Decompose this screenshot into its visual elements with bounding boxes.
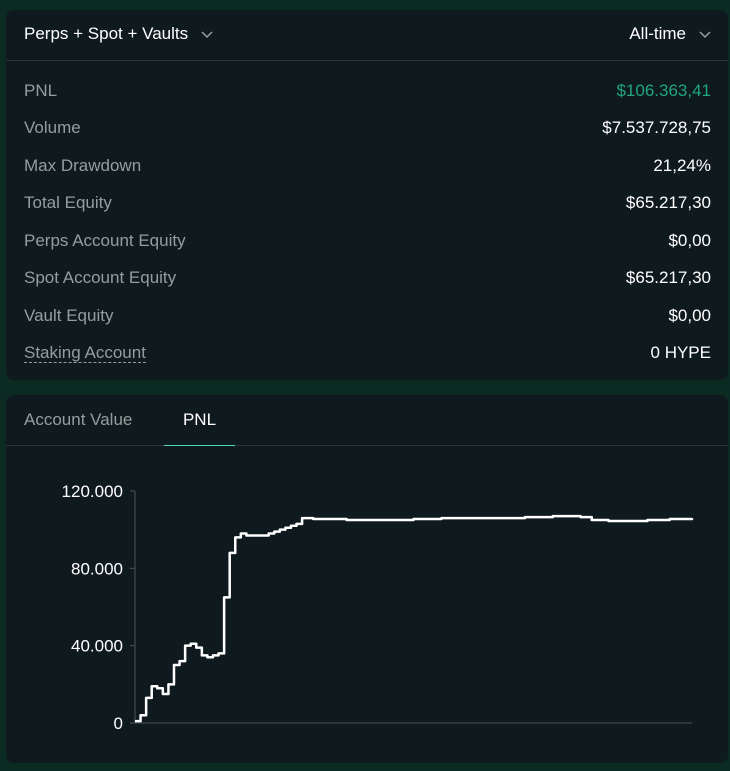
stat-label: Volume — [24, 118, 81, 138]
chart-card: Account Value PNL 120.000 80.000 40.000 0 — [6, 395, 728, 763]
y-tick-label: 0 — [114, 714, 123, 733]
stat-row-volume: Volume $7.537.728,75 — [24, 110, 711, 148]
time-range-label: All-time — [629, 24, 686, 43]
stat-value: $0,00 — [668, 305, 711, 325]
stat-label: Perps Account Equity — [24, 230, 186, 250]
stat-value: 0 HYPE — [650, 343, 711, 363]
stats-list: PNL $106.363,41 Volume $7.537.728,75 Max… — [24, 72, 711, 372]
tab-account-value[interactable]: Account Value — [24, 410, 133, 429]
stat-value: $7.537.728,75 — [602, 118, 711, 138]
tab-pnl[interactable]: PNL — [164, 395, 235, 446]
stat-value: 21,24% — [653, 155, 711, 175]
stat-row-spot-equity: Spot Account Equity $65.217,30 — [24, 260, 711, 298]
summary-header: Perps + Spot + Vaults All-time — [6, 10, 728, 61]
pnl-chart: 120.000 80.000 40.000 0 — [62, 482, 694, 733]
stat-value: $65.217,30 — [625, 193, 711, 213]
stat-row-total-equity: Total Equity $65.217,30 — [24, 185, 711, 223]
stat-row-staking-account: Staking Account 0 HYPE — [24, 335, 711, 373]
stat-value: $0,00 — [668, 230, 711, 250]
stat-value: $106.363,41 — [616, 80, 711, 100]
stat-label: Spot Account Equity — [24, 268, 177, 288]
pnl-series-line — [135, 514, 694, 723]
stat-label: Vault Equity — [24, 305, 114, 325]
chart-tabs: Account Value PNL — [6, 395, 728, 446]
summary-card: Perps + Spot + Vaults All-time PNL $106.… — [6, 10, 728, 380]
stat-row-max-drawdown: Max Drawdown 21,24% — [24, 147, 711, 185]
staking-account-tooltip-label[interactable]: Staking Account — [24, 343, 146, 364]
time-range-dropdown[interactable]: All-time — [629, 24, 712, 44]
stat-row-vault-equity: Vault Equity $0,00 — [24, 297, 711, 335]
y-tick-label: 120.000 — [62, 482, 123, 501]
y-tick-label: 40.000 — [71, 637, 123, 656]
stat-label: Total Equity — [24, 193, 112, 213]
market-filter-dropdown[interactable]: Perps + Spot + Vaults — [24, 24, 214, 44]
stat-value: $65.217,30 — [625, 268, 711, 288]
stat-label: Max Drawdown — [24, 155, 142, 175]
chevron-down-icon — [201, 31, 213, 39]
market-filter-label: Perps + Spot + Vaults — [24, 24, 189, 43]
y-tick-label: 80.000 — [71, 559, 123, 578]
chevron-down-icon — [699, 31, 711, 39]
stat-row-perps-equity: Perps Account Equity $0,00 — [24, 222, 711, 260]
stat-row-pnl: PNL $106.363,41 — [24, 72, 711, 110]
stat-label: PNL — [24, 80, 58, 100]
